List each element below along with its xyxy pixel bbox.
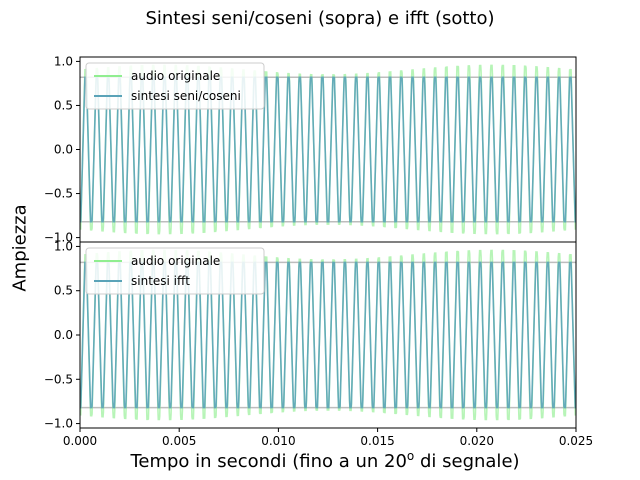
x-tick-label: 0.005 [162, 434, 196, 448]
y-tick-label: 1.0 [54, 54, 73, 68]
legend-label: audio originale [131, 69, 220, 83]
x-tick-label: 0.025 [559, 434, 593, 448]
x-tick-label: 0.010 [261, 434, 295, 448]
x-tick-label: 0.015 [360, 434, 394, 448]
legend: audio originale sintesi seni/coseni [85, 62, 265, 110]
series-line-1 [80, 76, 576, 223]
x-axis-label-superscript: o [406, 449, 415, 463]
chart-panel-top: −1.0 −0.5 0.0 0.5 1.0 audio originale sintesi … [44, 54, 577, 245]
legend-box [85, 247, 265, 295]
y-tick-label: 0.0 [54, 143, 73, 157]
x-axis-label-text: Tempo in secondi (fino a un 20 [130, 451, 407, 472]
legend-label: audio originale [131, 254, 220, 268]
x-axis-label: Tempo in secondi (fino a un 20o di segna… [0, 449, 640, 472]
plot-area-bottom [80, 249, 576, 421]
x-tick-label: 0.000 [63, 434, 97, 448]
legend-label: sintesi ifft [131, 274, 190, 288]
x-tick-label: 0.020 [460, 434, 494, 448]
y-tick-label: 0.0 [54, 328, 73, 342]
y-tick-label: 0.5 [54, 98, 73, 112]
y-tick-label: 0.5 [54, 284, 73, 298]
series-line-1 [80, 261, 576, 409]
legend-label: sintesi seni/coseni [131, 89, 241, 103]
figure-title: Sintesi seni/coseni (sopra) e ifft (sott… [145, 8, 495, 29]
chart-panel-bottom: −1.0 −0.5 0.0 0.5 1.0 0.000 0.005 0.010 0.015 0.0… [44, 239, 593, 448]
y-tick-label: −1.0 [44, 231, 73, 245]
legend: audio originale sintesi ifft [85, 247, 265, 295]
y-tick-label: −0.5 [44, 372, 73, 386]
y-tick-label: 1.0 [54, 239, 73, 253]
x-axis-label-suffix: di segnale) [414, 451, 520, 472]
y-tick-label: −1.0 [44, 417, 73, 431]
legend-box [85, 62, 265, 110]
y-tick-label: −0.5 [44, 187, 73, 201]
